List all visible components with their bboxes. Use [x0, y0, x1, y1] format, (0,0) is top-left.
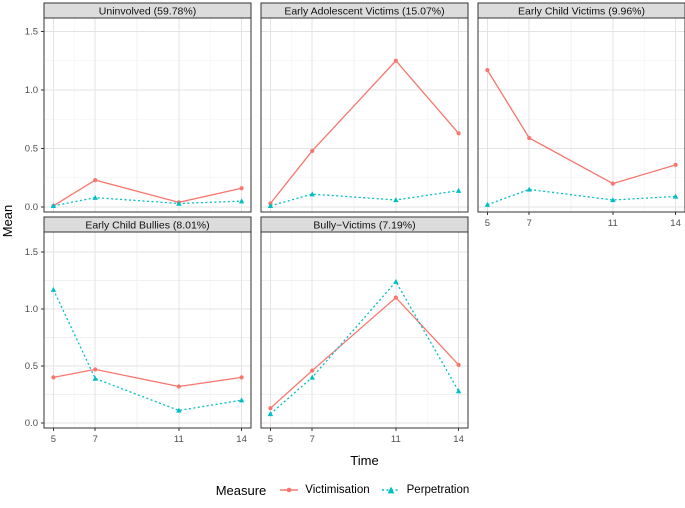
facet-strip-label: Uninvolved (59.78%)	[99, 6, 196, 18]
data-point-perpetration	[455, 388, 462, 394]
x-tick-label: 14	[670, 218, 681, 229]
data-point-perpetration	[672, 193, 679, 199]
facet-strip	[260, 2, 469, 19]
facet-strip-label: Early Adolescent Victims (15.07%)	[284, 6, 444, 18]
series-line-victimisation	[53, 368, 242, 388]
y-axis-title: Mean	[0, 204, 15, 238]
data-point-victimisation	[310, 148, 315, 153]
x-axis-title: Time	[350, 453, 379, 468]
x-tick-label: 14	[236, 434, 247, 445]
data-point-perpetration	[393, 197, 399, 203]
x-tick-label: 11	[608, 218, 618, 229]
panel-background	[478, 18, 685, 212]
facet-strip	[43, 2, 252, 19]
series-line-victimisation	[269, 296, 460, 409]
data-point-victimisation	[239, 186, 244, 191]
x-tick-label: 5	[51, 434, 56, 445]
data-point-perpetration	[238, 397, 245, 403]
legend-label-victimisation: Victimisation	[305, 484, 370, 496]
facet-panel: Uninvolved (59.78%) 0.0 0.5 1.0 1.5	[25, 2, 252, 213]
data-point-victimisation	[310, 368, 315, 373]
facet-panel: Early Adolescent Victims (15.07%)	[260, 2, 469, 213]
legend-label-perpetration: Perpetration	[406, 484, 470, 496]
x-tick-label: 11	[174, 434, 184, 445]
data-point-perpetration	[92, 194, 98, 200]
data-point-perpetration	[267, 411, 274, 417]
y-tick-label: 1.0	[25, 304, 38, 315]
data-point-victimisation	[176, 384, 181, 389]
y-tick-label: 1.0	[25, 85, 38, 96]
data-point-victimisation	[393, 295, 398, 300]
data-point-victimisation	[456, 131, 461, 136]
y-tick-label: 0.5	[25, 144, 38, 155]
facet-panel: Early Child Bullies (8.01%) 0.0 0.5 1.0 1.5 5…	[25, 216, 252, 445]
victimisation-line-key-icon	[280, 487, 299, 493]
facet-panel: Bully−Victims (7.19%) 5 7 11 14	[260, 216, 469, 445]
data-point-perpetration	[526, 186, 532, 192]
data-point-victimisation	[527, 135, 532, 141]
data-point-victimisation	[239, 375, 244, 380]
facet-strip-label: Early Child Victims (9.96%)	[518, 6, 645, 18]
facet-strip-label: Bully−Victims (7.19%)	[313, 220, 415, 232]
y-tick-label: 1.5	[25, 27, 38, 38]
x-tick-label: 7	[310, 434, 315, 445]
legend-item-perpetration: Perpetration	[380, 483, 470, 497]
data-point-perpetration	[176, 200, 182, 206]
data-point-victimisation	[51, 375, 56, 380]
series-line-perpetration	[269, 280, 460, 415]
data-point-perpetration	[238, 198, 245, 204]
panel-background	[44, 232, 251, 428]
data-point-perpetration	[92, 375, 98, 381]
y-tick-label: 0.5	[25, 361, 38, 372]
data-point-victimisation	[393, 58, 398, 63]
y-tick-label: 1.5	[25, 247, 38, 258]
series-line-perpetration	[487, 188, 676, 206]
data-point-perpetration	[393, 278, 399, 284]
data-point-victimisation	[268, 406, 273, 411]
panel-background	[261, 18, 468, 212]
data-point-perpetration	[484, 201, 491, 207]
panel-background	[44, 18, 251, 212]
data-point-perpetration	[309, 191, 315, 197]
data-point-victimisation	[456, 362, 461, 367]
x-tick-label: 14	[453, 434, 464, 445]
data-point-perpetration	[176, 407, 182, 413]
series-line-victimisation	[486, 69, 676, 185]
facet-strip	[43, 216, 252, 233]
facet-strip	[477, 2, 685, 19]
x-tick-label: 7	[527, 218, 532, 229]
data-point-victimisation	[673, 162, 678, 167]
data-point-perpetration	[309, 374, 315, 380]
data-point-victimisation	[485, 68, 490, 73]
panel-background	[261, 232, 468, 428]
data-point-perpetration	[455, 187, 462, 193]
y-tick-label: 0.0	[25, 202, 38, 213]
data-point-perpetration	[50, 286, 57, 292]
legend-title: Measure	[215, 482, 267, 498]
facet-strip-label: Early Child Bullies (8.01%)	[85, 220, 209, 232]
data-point-victimisation	[93, 367, 98, 372]
x-tick-label: 5	[485, 218, 490, 229]
legend: Measure Victimisation Perpetration	[0, 479, 685, 501]
data-point-perpetration	[267, 203, 274, 209]
x-tick-label: 11	[391, 434, 401, 445]
facet-panel: Early Child Victims (9.96%) 5 7 11 14	[477, 2, 685, 229]
y-tick-label: 0.0	[25, 418, 38, 429]
data-point-victimisation	[610, 181, 615, 186]
perpetration-line-key-icon	[381, 486, 400, 494]
x-tick-label: 5	[268, 434, 273, 445]
data-point-perpetration	[610, 197, 616, 203]
series-line-perpetration	[53, 196, 242, 207]
x-tick-label: 7	[93, 434, 98, 445]
series-line-perpetration	[270, 189, 459, 207]
facet-strip	[260, 216, 469, 233]
series-line-victimisation	[269, 59, 460, 204]
data-point-perpetration	[50, 203, 57, 209]
series-line-victimisation	[53, 179, 242, 207]
data-point-victimisation	[93, 177, 98, 183]
legend-item-victimisation: Victimisation	[278, 483, 370, 497]
